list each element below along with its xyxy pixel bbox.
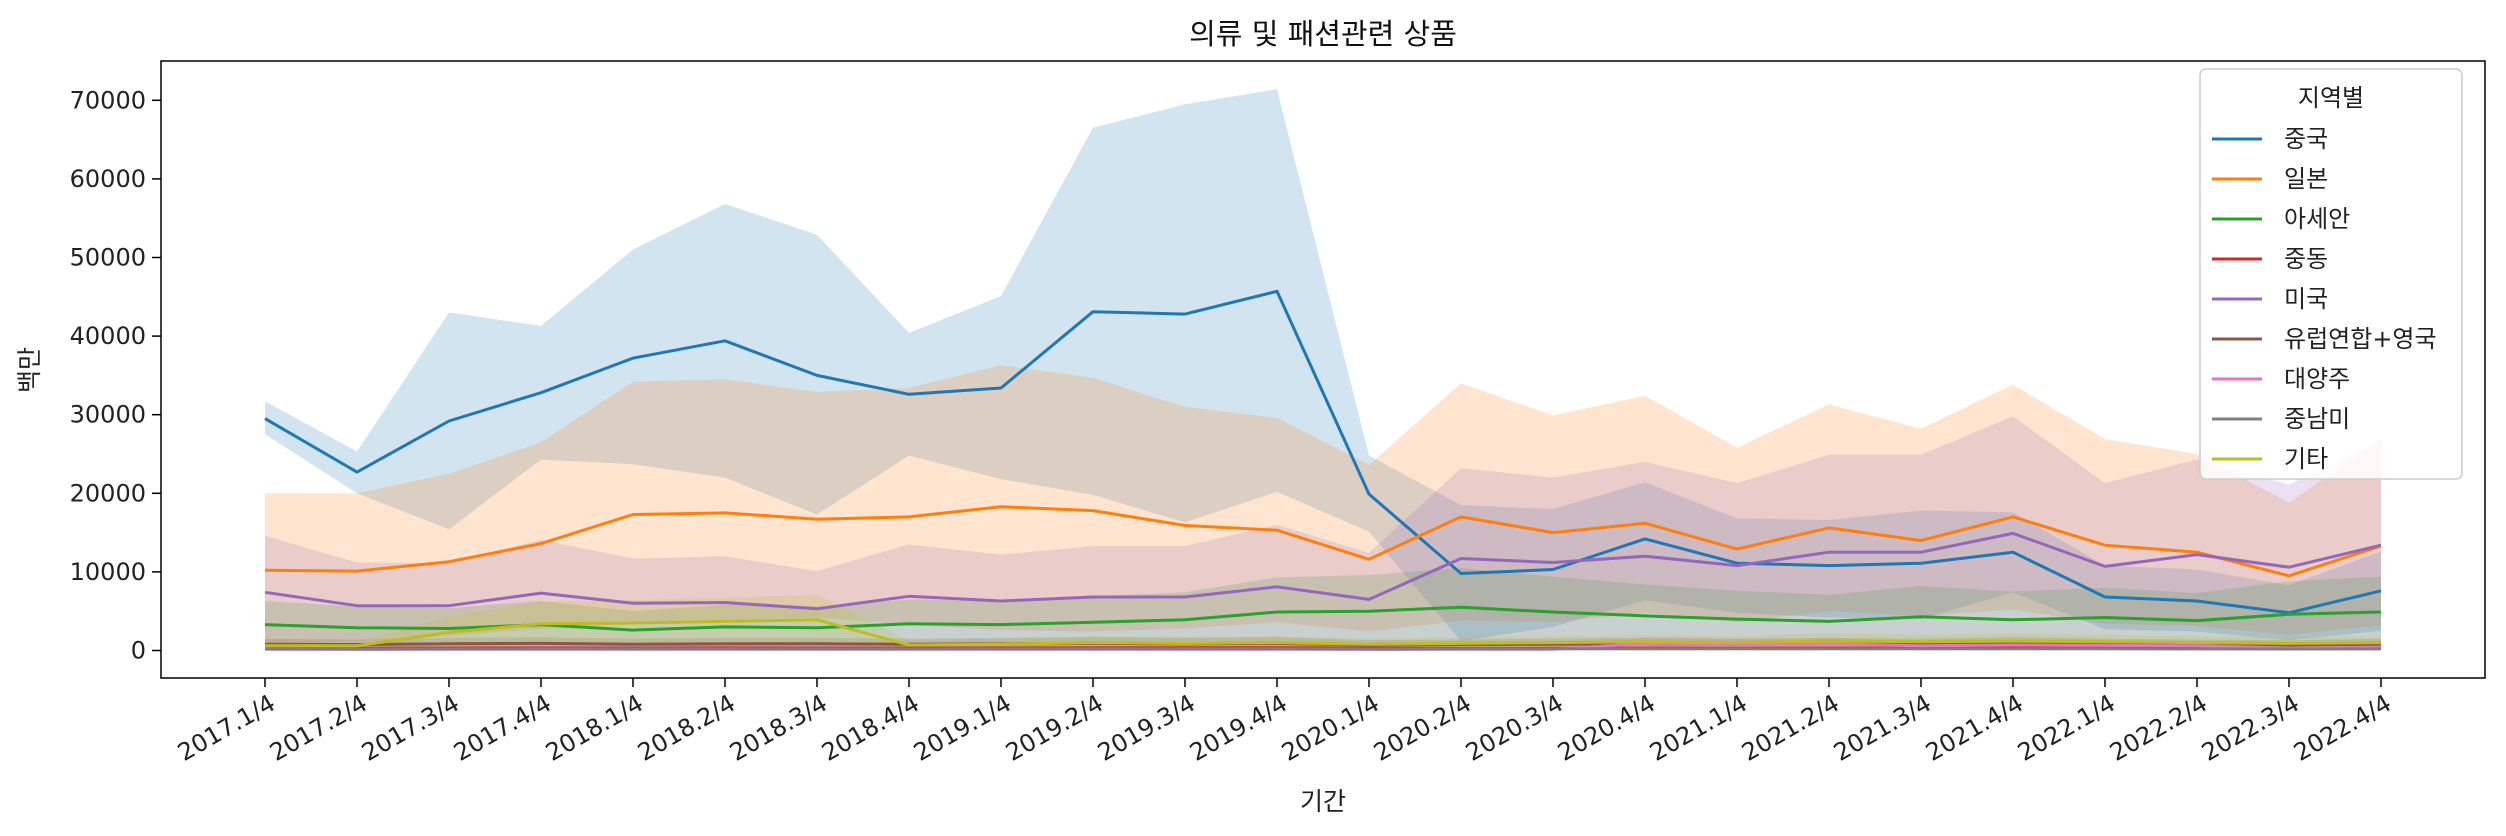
y-tick-label: 20000 xyxy=(70,479,146,507)
confidence-bands xyxy=(265,89,2381,651)
y-tick-label: 60000 xyxy=(70,165,146,193)
legend-label: 유럽연합+영국 xyxy=(2284,325,2437,353)
x-tick-label: 2017.4/4 xyxy=(449,689,556,767)
y-tick-label: 30000 xyxy=(70,401,146,429)
series-line-0 xyxy=(264,289,2382,615)
series-lines xyxy=(264,289,2382,651)
x-tick-label: 2020.3/4 xyxy=(1461,689,1568,767)
x-tick-label: 2018.3/4 xyxy=(725,689,832,767)
chart-title: 의류 및 패션관련 상품 xyxy=(1189,17,1457,51)
legend-label: 아세안 xyxy=(2284,205,2350,233)
x-tick-label: 2020.1/4 xyxy=(1277,689,1384,767)
x-tick-label: 2022.2/4 xyxy=(2105,689,2212,767)
y-tick-label: 50000 xyxy=(70,243,146,271)
x-tick-label: 2022.1/4 xyxy=(2013,689,2120,767)
x-tick-label: 2018.1/4 xyxy=(541,689,648,767)
x-axis: 2017.1/42017.2/42017.3/42017.4/42018.1/4… xyxy=(173,678,2396,767)
x-tick-label: 2017.3/4 xyxy=(357,689,464,767)
x-tick-label: 2017.1/4 xyxy=(173,689,280,767)
band-1 xyxy=(265,365,2381,646)
legend-label: 대양주 xyxy=(2284,365,2350,393)
band-0 xyxy=(265,89,2381,642)
x-tick-label: 2019.4/4 xyxy=(1185,689,1292,767)
x-tick-label: 2019.2/4 xyxy=(1001,689,1108,767)
x-tick-label: 2017.2/4 xyxy=(265,689,372,767)
x-tick-label: 2019.1/4 xyxy=(909,689,1016,767)
x-tick-label: 2021.1/4 xyxy=(1645,689,1752,767)
x-tick-label: 2021.3/4 xyxy=(1829,689,1936,767)
y-tick-label: 10000 xyxy=(70,558,146,586)
y-tick-label: 40000 xyxy=(70,322,146,350)
x-tick-label: 2020.4/4 xyxy=(1553,689,1660,767)
legend-label: 일본 xyxy=(2284,165,2328,193)
y-axis: 0 10000 20000 30000 40000 50000 60000 70000 xyxy=(70,86,161,664)
x-tick-label: 2021.2/4 xyxy=(1737,689,1844,767)
legend-title: 지역별 xyxy=(2298,84,2364,112)
x-tick-label: 2019.3/4 xyxy=(1093,689,1200,767)
y-tick-label: 0 xyxy=(131,636,146,664)
legend-box xyxy=(2199,68,2463,480)
series-line-4 xyxy=(264,531,2382,611)
x-tick-label: 2020.2/4 xyxy=(1369,689,1476,767)
legend-label: 기타 xyxy=(2284,445,2328,473)
x-tick-label: 2022.3/4 xyxy=(2197,689,2304,767)
band-4 xyxy=(265,416,2381,648)
legend-label: 중국 xyxy=(2284,125,2328,153)
series-line-2 xyxy=(264,605,2382,632)
x-tick-label: 2018.2/4 xyxy=(633,689,740,767)
series-line-1 xyxy=(264,505,2382,578)
y-axis-title: 백만 xyxy=(15,347,44,393)
x-tick-label: 2022.4/4 xyxy=(2289,689,2396,767)
legend-label: 중남미 xyxy=(2284,405,2350,433)
plot-frame xyxy=(160,60,2486,679)
x-tick-label: 2018.4/4 xyxy=(817,689,924,767)
x-tick-label: 2021.4/4 xyxy=(1921,689,2028,767)
series-line-8 xyxy=(265,618,2382,648)
legend-label: 중동 xyxy=(2284,245,2328,273)
x-axis-title: 기간 xyxy=(1300,787,1346,816)
y-tick-label: 70000 xyxy=(70,86,146,114)
legend-label: 미국 xyxy=(2284,285,2328,313)
